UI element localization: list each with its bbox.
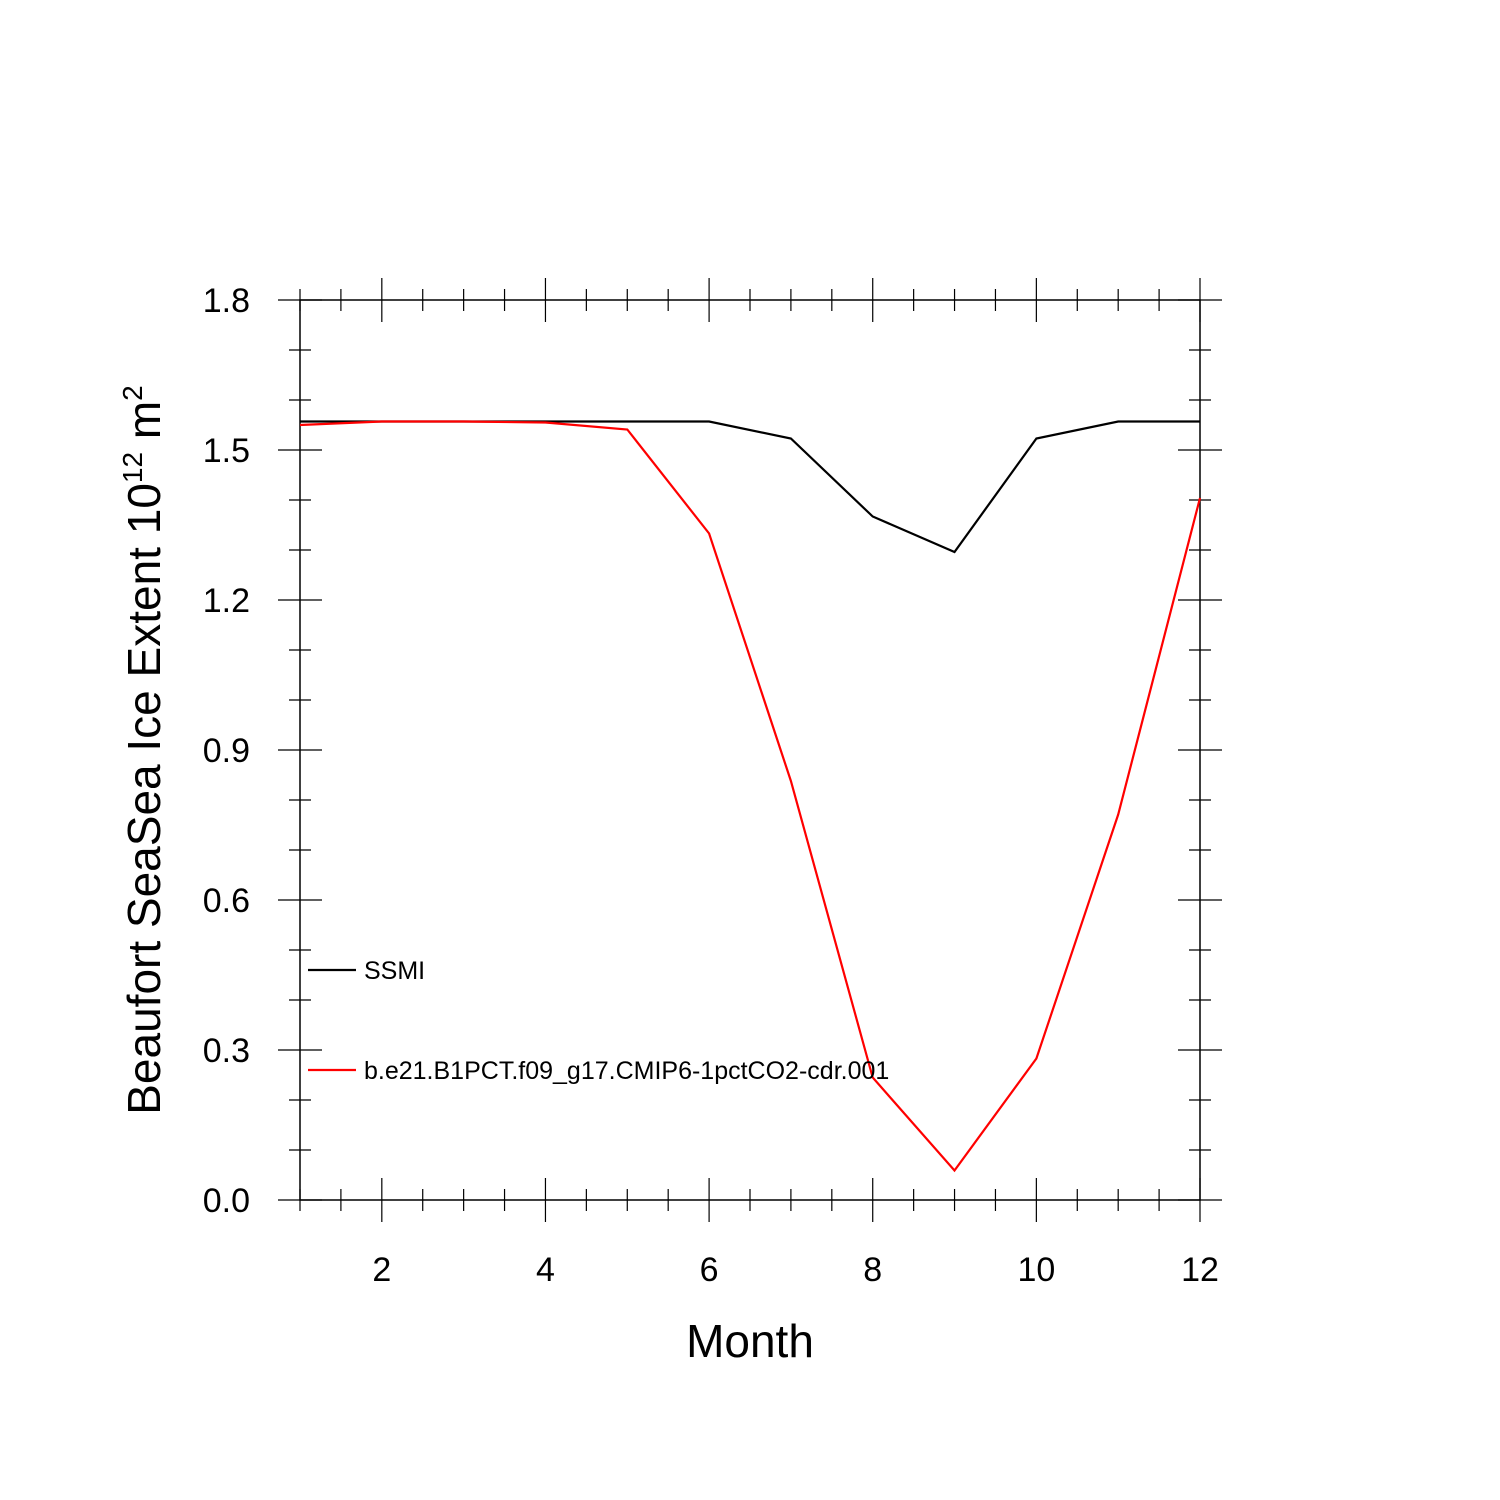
x-axis-title: Month [686,1315,814,1367]
y-axis-title-unit-exponent: 2 [117,385,148,401]
y-axis-title-exponent: 12 [117,452,148,483]
x-tick-label: 6 [700,1251,719,1289]
y-tick-label: 1.5 [203,432,250,470]
x-tick-label: 10 [1017,1251,1055,1289]
x-tick-label: 12 [1181,1251,1219,1289]
y-axis-title-unit: m [118,401,170,452]
x-tick-label: 8 [863,1251,882,1289]
x-tick-label: 2 [372,1251,391,1289]
series-line-1 [300,420,1200,554]
y-axis-title-main: Beaufort SeaSea Ice Extent 10 [118,483,170,1115]
y-tick-label: 0.0 [203,1182,250,1220]
x-tick-label: 4 [536,1251,555,1289]
legend: SSMI b.e21.B1PCT.f09_g17.CMIP6-1pctCO2-cd… [308,957,889,1085]
y-axis-title: Beaufort SeaSea Ice Extent 1012 m2 [117,385,170,1115]
legend-label-2: b.e21.B1PCT.f09_g17.CMIP6-1pctCO2-cdr.00… [364,1057,889,1085]
series-line-2 [299,420,1202,1173]
y-tick-label: 1.8 [203,282,250,320]
axis-ticks [278,278,1222,1222]
y-tick-label: 0.9 [203,732,250,770]
axis-tick-labels: 2 4 6 8 10 12 0.0 0.3 0.6 0.9 1.2 1.5 1.8 [203,282,1219,1289]
y-tick-label: 1.2 [203,582,250,620]
legend-label-1: SSMI [364,957,425,985]
series-lines [299,420,1202,1173]
y-tick-label: 0.6 [203,882,250,920]
y-tick-label: 0.3 [203,1032,250,1070]
